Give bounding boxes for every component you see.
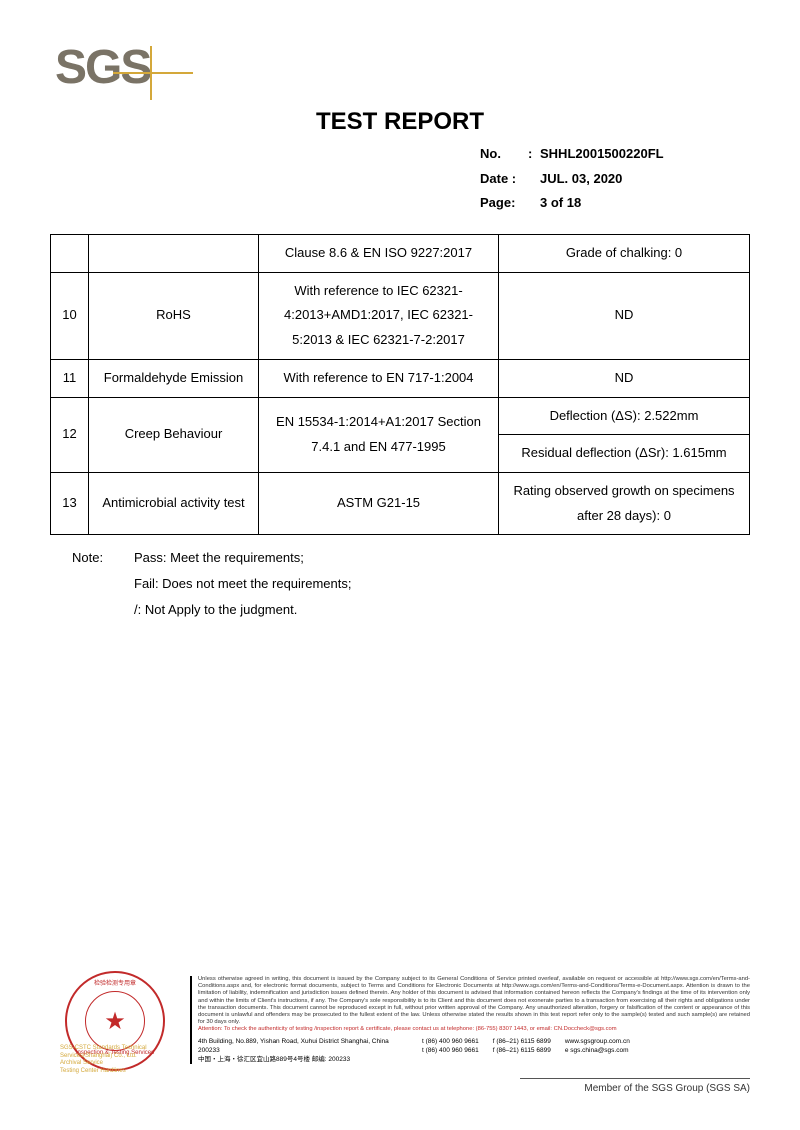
meta-colon: : [528, 142, 540, 167]
cell-name: Formaldehyde Emission [89, 359, 259, 397]
member-line: Member of the SGS Group (SGS SA) [520, 1078, 750, 1094]
stamp: ★ 检验检测专用章 Inspection & Testing Services … [60, 966, 170, 1076]
table-row: 12 Creep Behaviour EN 15534-1:2014+A1:20… [51, 397, 750, 435]
fax2: f (86–21) 6115 6899 [493, 1046, 551, 1055]
cell-name: Antimicrobial activity test [89, 472, 259, 534]
cell-num: 13 [51, 472, 89, 534]
table-row: 13 Antimicrobial activity test ASTM G21-… [51, 472, 750, 534]
notes-line2: Fail: Does not meet the requirements; [134, 571, 352, 597]
notes-block: Note: Pass: Meet the requirements; Fail:… [72, 545, 750, 623]
report-title: TEST REPORT [50, 108, 750, 136]
meta-no-label: No. [480, 142, 528, 167]
disclaimer-attention: Attention: To check the authenticity of … [198, 1026, 750, 1033]
cell-result: Grade of chalking: 0 [499, 235, 750, 273]
notes-line1: Pass: Meet the requirements; [134, 545, 304, 571]
cell-name [89, 235, 259, 273]
web: www.sgsgroup.com.cn [565, 1037, 630, 1046]
disclaimer-block: Unless otherwise agreed in writing, this… [190, 976, 750, 1064]
cell-name: RoHS [89, 272, 259, 359]
cell-method: With reference to EN 717-1:2004 [259, 359, 499, 397]
cell-method: EN 15534-1:2014+A1:2017 Section 7.4.1 an… [259, 397, 499, 472]
tel2: t (86) 400 960 9661 [422, 1046, 479, 1055]
cell-result: Rating observed growth on specimens afte… [499, 472, 750, 534]
cell-num: 12 [51, 397, 89, 472]
report-meta: No. : SHHL2001500220FL Date : JUL. 03, 2… [480, 142, 750, 216]
test-results-table: Clause 8.6 & EN ISO 9227:2017 Grade of c… [50, 234, 750, 535]
meta-page-value: 3 of 18 [540, 191, 581, 216]
email: e sgs.china@sgs.com [565, 1046, 630, 1055]
cell-num [51, 235, 89, 273]
table-row: 10 RoHS With reference to IEC 62321-4:20… [51, 272, 750, 359]
table-row: 11 Formaldehyde Emission With reference … [51, 359, 750, 397]
cell-result: Residual deflection (ΔSr): 1.615mm [499, 435, 750, 473]
stamp-below-text: SGS-CSTC Standards Technical Services(Sh… [60, 1045, 170, 1076]
cell-result: Deflection (ΔS): 2.522mm [499, 397, 750, 435]
meta-no-value: SHHL2001500220FL [540, 142, 664, 167]
logo-cross-vertical [150, 46, 152, 100]
tel: t (86) 400 960 9661 [422, 1037, 479, 1046]
sgs-logo: SGS [55, 40, 150, 95]
fax: f (86–21) 6115 6899 [493, 1037, 551, 1046]
disclaimer-text: Unless otherwise agreed in writing, this… [198, 976, 750, 1027]
cell-result: ND [499, 359, 750, 397]
cell-method: ASTM G21-15 [259, 472, 499, 534]
meta-date-value: JUL. 03, 2020 [540, 167, 622, 192]
stamp-inner-ring: ★ [85, 991, 145, 1051]
cell-method: With reference to IEC 62321-4:2013+AMD1:… [259, 272, 499, 359]
notes-line3: /: Not Apply to the judgment. [134, 597, 297, 623]
meta-page-label: Page: [480, 191, 528, 216]
cell-name: Creep Behaviour [89, 397, 259, 472]
cell-result: ND [499, 272, 750, 359]
cell-num: 10 [51, 272, 89, 359]
disclaimer-address: 4th Building, No.889, Yishan Road, Xuhui… [198, 1037, 750, 1064]
star-icon: ★ [104, 1007, 126, 1036]
addr-en: 4th Building, No.889, Yishan Road, Xuhui… [198, 1037, 408, 1055]
cell-num: 11 [51, 359, 89, 397]
stamp-text-top: 检验检测专用章 [60, 978, 170, 987]
cell-method: Clause 8.6 & EN ISO 9227:2017 [259, 235, 499, 273]
logo-cross-horizontal [113, 72, 193, 74]
addr-cn: 中国・上海・徐汇区宜山路889号4号楼 邮编: 200233 [198, 1055, 408, 1064]
table-row: Clause 8.6 & EN ISO 9227:2017 Grade of c… [51, 235, 750, 273]
logo-text: SGS [55, 40, 150, 95]
notes-label: Note: [72, 545, 134, 571]
meta-date-label: Date : [480, 167, 528, 192]
